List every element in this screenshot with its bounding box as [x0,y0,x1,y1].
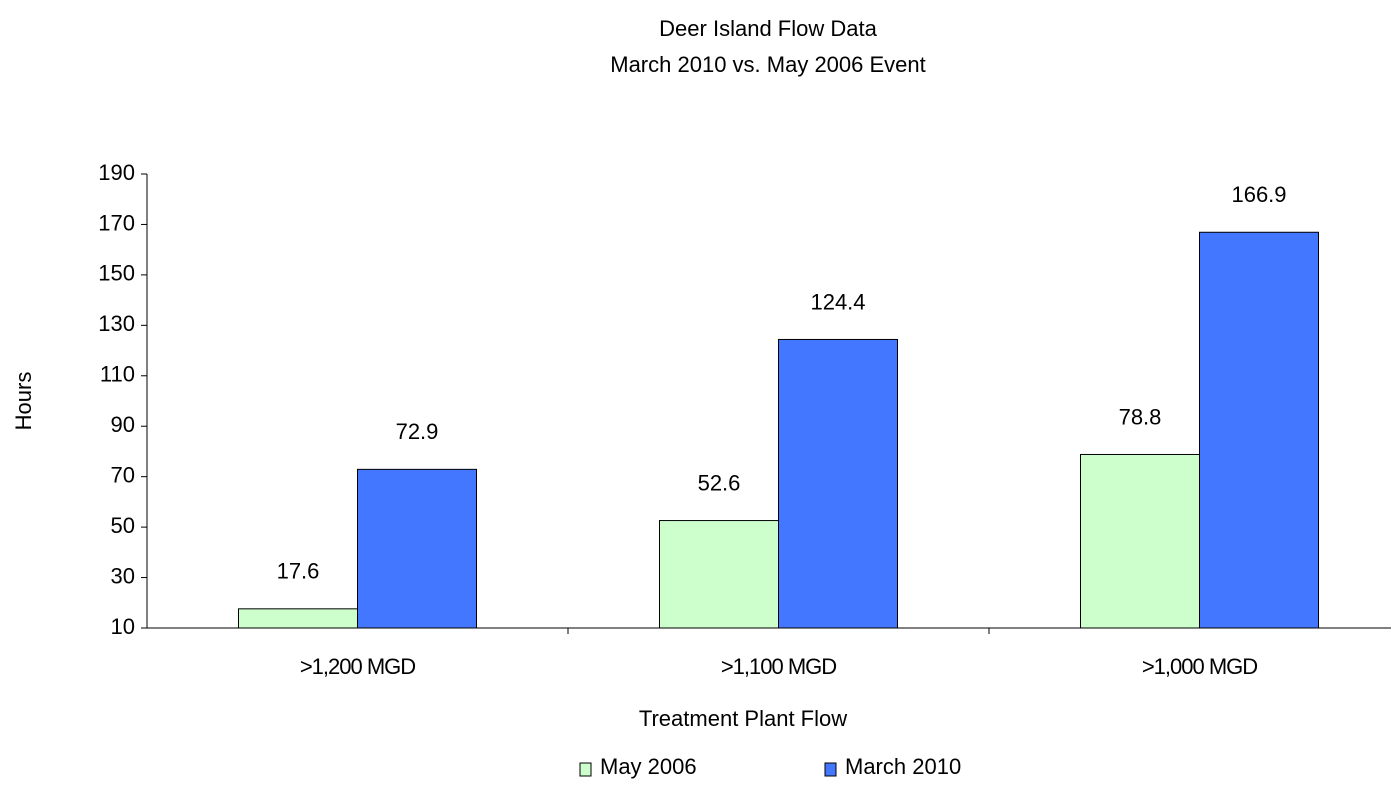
y-tick-label: 130 [98,311,135,336]
value-label: 166.9 [1231,182,1286,207]
y-tick-label: 150 [98,261,135,286]
x-tick-label: >1,200 MGD [300,654,415,679]
x-tick-label: >1,000 MGD [1142,654,1257,679]
legend-label: May 2006 [600,754,697,779]
bar [1199,231,1319,629]
chart-subtitle: March 2010 vs. May 2006 Event [610,52,926,77]
value-label: 124.4 [810,289,865,314]
y-tick-label: 10 [111,614,135,639]
y-tick-label: 30 [111,563,135,588]
legend-swatch [579,762,592,777]
legend-label: March 2010 [845,754,961,779]
chart-title: Deer Island Flow Data [659,16,877,41]
bar [238,608,358,629]
value-label: 72.9 [396,419,439,444]
bar [659,520,779,629]
x-tick-label: >1,100 MGD [721,654,836,679]
y-tick-label: 190 [98,160,135,185]
bar [357,468,477,629]
bar [1080,453,1200,629]
value-label: 78.8 [1119,404,1162,429]
y-tick-label: 70 [111,462,135,487]
y-tick-label: 50 [111,513,135,538]
legend-swatch [824,762,837,777]
y-axis-label: Hours [11,372,36,431]
value-label: 17.6 [277,559,320,584]
value-label: 52.6 [698,470,741,495]
x-axis-label: Treatment Plant Flow [639,706,847,731]
bar [778,338,898,629]
y-tick-label: 170 [98,210,135,235]
y-tick-label: 90 [111,412,135,437]
y-tick-label: 110 [100,362,135,387]
